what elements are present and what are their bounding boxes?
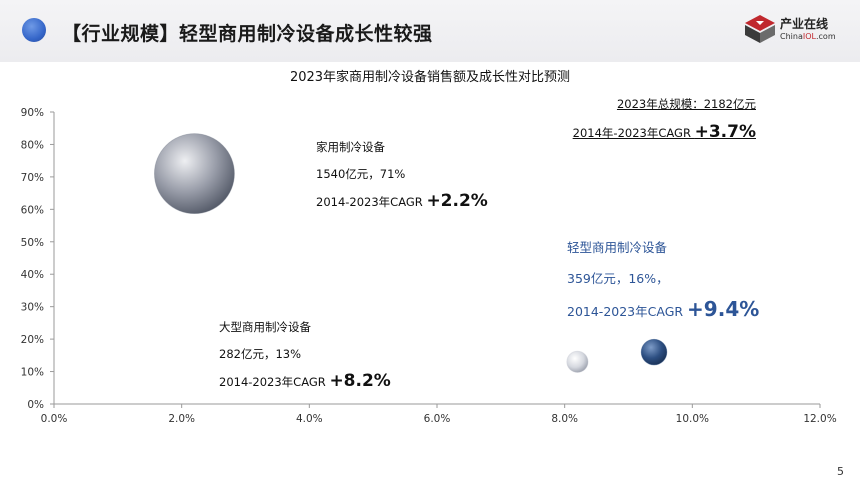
x-tick-label: 10.0% (676, 413, 709, 425)
y-tick-label: 60% (21, 204, 44, 216)
chart-title: 2023年家商用制冷设备销售额及成长性对比预测 (289, 70, 571, 85)
page-number: 5 (837, 465, 844, 478)
company-logo: 产业在线 ChinaIOL.com (744, 12, 844, 46)
bubble-point (566, 350, 589, 373)
logo-icon (745, 15, 775, 43)
light-commercial-annotation: 轻型商用制冷设备 359亿元，16%， 2014-2023年CAGR +9.4% (567, 232, 759, 325)
logo-chinese-text: 产业在线 (780, 17, 829, 31)
large-commercial-annotation: 大型商用制冷设备 282亿元，13% 2014-2023年CAGR +8.2% (219, 314, 391, 395)
x-tick-label: 6.0% (424, 413, 451, 425)
large-commercial-detail: 282亿元，13% (219, 347, 302, 361)
y-tick-label: 70% (21, 172, 44, 184)
household-cagr: 2014-2023年CAGR +2.2% (316, 191, 488, 211)
x-tick-label: 2.0% (168, 413, 195, 425)
x-tick-label: 0.0% (41, 413, 68, 425)
bubble-point (154, 133, 235, 215)
household-name: 家用制冷设备 (316, 140, 385, 154)
y-tick-label: 10% (21, 367, 44, 379)
header-bar: 【行业规模】轻型商用制冷设备成长性较强 产业在线 ChinaIOL.com (0, 0, 860, 62)
y-tick-label: 80% (21, 139, 44, 151)
y-tick-label: 0% (27, 399, 44, 411)
large-commercial-cagr: 2014-2023年CAGR +8.2% (219, 371, 391, 391)
bubble-point (640, 338, 668, 366)
x-tick-label: 8.0% (551, 413, 578, 425)
y-tick-label: 40% (21, 269, 44, 281)
light-commercial-cagr: 2014-2023年CAGR +9.4% (567, 297, 760, 321)
y-tick-label: 90% (21, 107, 44, 119)
y-tick-label: 30% (21, 302, 44, 314)
y-tick-label: 50% (21, 237, 44, 249)
total-scale-note: 2023年总规模：2182亿元 (616, 97, 756, 111)
title-bullet-icon (22, 18, 46, 42)
x-tick-label: 12.0% (803, 413, 836, 425)
light-commercial-name: 轻型商用制冷设备 (567, 240, 668, 255)
overall-cagr-note: 2014年-2023年CAGR +3.7% (572, 122, 756, 142)
light-commercial-detail: 359亿元，16%， (567, 271, 669, 286)
page-title: 【行业规模】轻型商用制冷设备成长性较强 (62, 23, 433, 45)
x-tick-label: 4.0% (296, 413, 323, 425)
household-detail: 1540亿元，71% (316, 167, 406, 181)
logo-english-text: ChinaIOL.com (780, 32, 836, 41)
household-annotation: 家用制冷设备 1540亿元，71% 2014-2023年CAGR +2.2% (316, 134, 488, 215)
large-commercial-name: 大型商用制冷设备 (219, 320, 311, 334)
y-tick-label: 20% (21, 334, 44, 346)
